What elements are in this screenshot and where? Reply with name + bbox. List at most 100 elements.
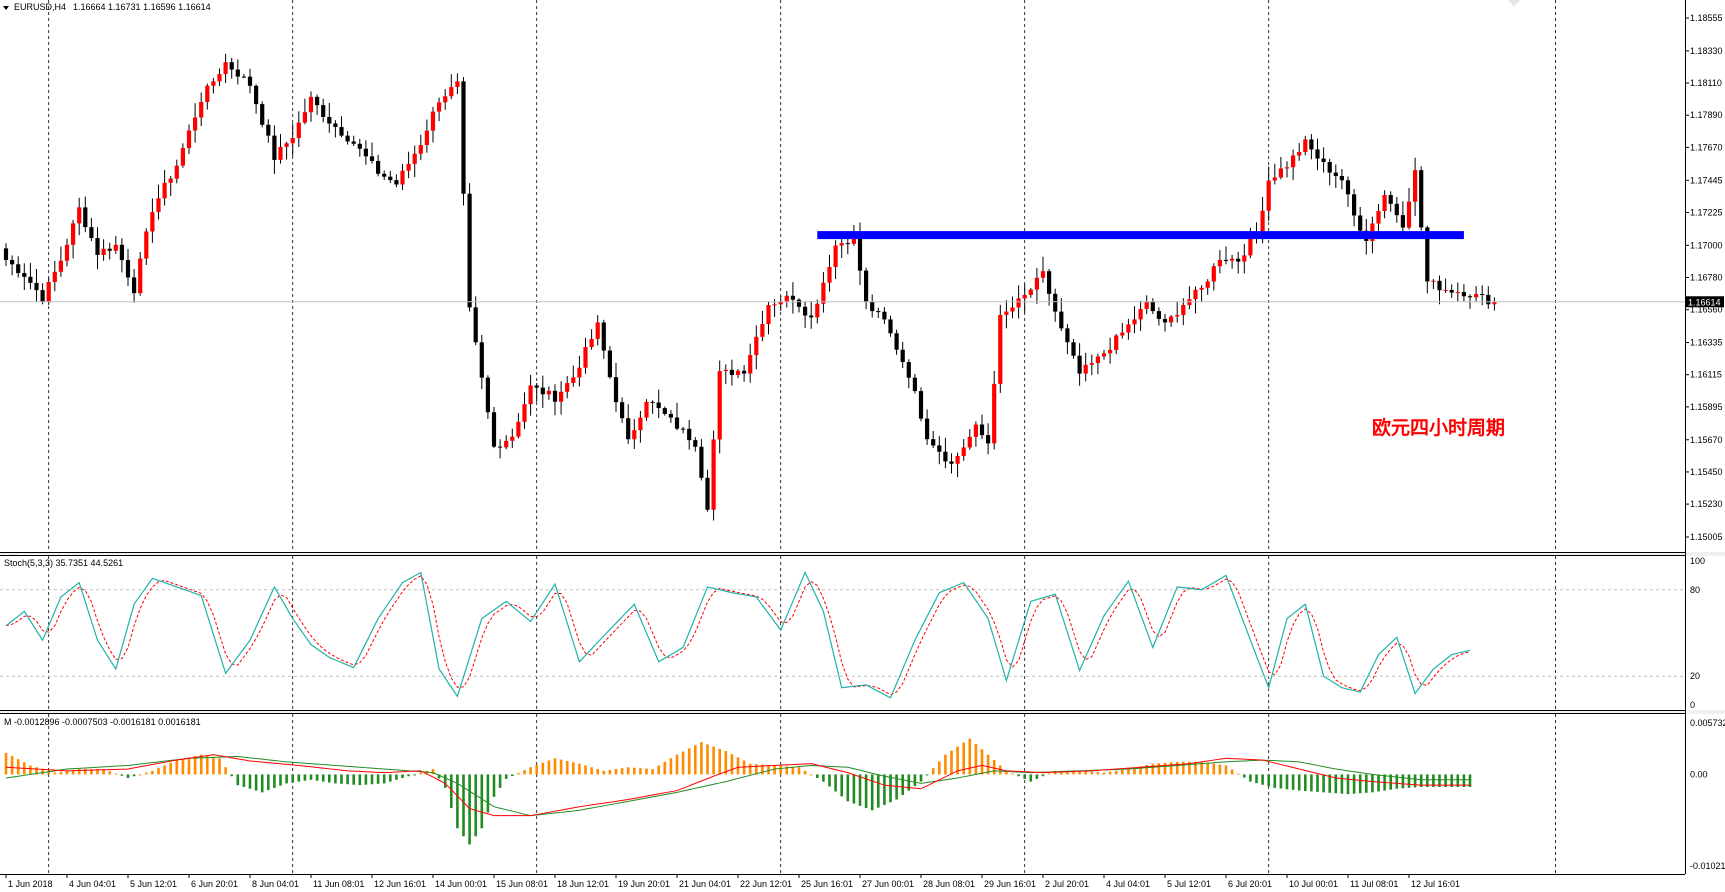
macd-bar xyxy=(1114,770,1118,775)
price-panel[interactable]: 1.18555 1.18330 1.18110 1.17890 1.17670 1.174… xyxy=(0,0,1724,552)
candle-body xyxy=(278,146,283,160)
candle-body xyxy=(491,412,497,447)
macd-bar xyxy=(687,748,691,775)
macd-bar xyxy=(297,774,301,782)
candle-body xyxy=(735,370,741,375)
macd-bar xyxy=(248,774,252,789)
scroll-marker-icon[interactable] xyxy=(1508,0,1520,7)
stochastic-panel[interactable]: 100 80 20 0 Stoch(5,3,3) 35.7351 44.5261 xyxy=(0,556,1705,710)
candle-body xyxy=(1455,292,1460,294)
candle-body xyxy=(516,421,521,437)
macd-bar xyxy=(1432,774,1435,787)
macd-bar xyxy=(1255,774,1258,784)
macd-bar xyxy=(395,774,398,780)
macd-bar xyxy=(242,774,246,787)
macd-bar xyxy=(462,774,465,837)
macd-bar xyxy=(706,744,709,775)
candle-body xyxy=(961,447,966,457)
session-separators xyxy=(48,0,1556,552)
macd-bar xyxy=(1401,774,1405,789)
macd-bar xyxy=(1218,764,1222,775)
candle-body xyxy=(333,123,338,127)
macd-bar xyxy=(816,774,819,779)
macd-bar xyxy=(968,738,972,775)
candle-body xyxy=(144,231,149,259)
macd-bar xyxy=(1072,770,1075,775)
candle-body xyxy=(687,428,692,441)
candle-body xyxy=(1486,294,1491,305)
macd-bar xyxy=(700,742,703,775)
macd-bar xyxy=(157,768,160,775)
candle-body xyxy=(723,369,728,372)
macd-bar xyxy=(1468,774,1472,787)
candle-body xyxy=(28,276,33,283)
candle-body xyxy=(1248,238,1253,256)
macd-bar xyxy=(669,758,673,775)
stoch-axis: 100 80 20 0 xyxy=(1690,556,1705,710)
candle-body xyxy=(101,248,106,255)
macd-bar xyxy=(883,774,886,805)
candle-body xyxy=(906,362,911,378)
candle-body xyxy=(1480,294,1485,296)
panel-separator[interactable] xyxy=(0,552,1725,556)
macd-bar xyxy=(437,774,441,779)
macd-bar xyxy=(828,774,831,787)
chart-menu-arrow-icon[interactable] xyxy=(3,6,9,10)
macd-bar xyxy=(584,765,587,775)
candle-body xyxy=(559,391,564,402)
macd-bar xyxy=(1145,764,1148,775)
macd-bar xyxy=(315,774,319,781)
macd-bar xyxy=(285,774,288,784)
macd-bar xyxy=(1096,772,1100,775)
macd-bar xyxy=(1291,774,1295,790)
macd-bar xyxy=(541,762,545,775)
candle-body xyxy=(1010,307,1015,312)
macd-bar xyxy=(553,758,557,775)
candle-body xyxy=(485,377,490,413)
macd-bar xyxy=(529,767,532,775)
price-tick-label: 1.17000 xyxy=(1690,240,1723,250)
candle-body xyxy=(449,87,454,97)
macd-bar xyxy=(755,764,758,775)
candle-body xyxy=(498,446,503,448)
candle-body xyxy=(1303,139,1308,153)
macd-bar xyxy=(279,774,282,786)
macd-bar xyxy=(382,774,386,784)
candle-body xyxy=(790,295,795,300)
candle-body xyxy=(174,165,179,179)
macd-bar xyxy=(145,772,148,775)
macd-bar xyxy=(334,774,337,784)
candle-body xyxy=(998,314,1003,384)
macd-panel[interactable]: 0.005732 0.00 -0.01021 M -0.0012896 -0.000… xyxy=(4,714,1725,874)
panel-separator[interactable] xyxy=(0,710,1725,714)
macd-bar xyxy=(468,774,471,845)
candle-body xyxy=(1291,155,1296,168)
time-tick-label: 22 Jun 12:01 xyxy=(740,879,792,889)
candle-body xyxy=(1065,328,1070,343)
macd-bar xyxy=(992,760,996,775)
macd-bar xyxy=(840,774,843,797)
macd-bar xyxy=(230,774,233,777)
current-price-label: 1.16614 xyxy=(1688,297,1721,307)
candle-body xyxy=(46,281,51,302)
macd-bar xyxy=(907,774,911,791)
macd-bar xyxy=(620,768,624,775)
macd-bar xyxy=(1212,763,1216,775)
macd-bar xyxy=(645,768,648,775)
macd-bar xyxy=(773,765,776,775)
candle-body xyxy=(321,105,326,117)
chart-header: EURUSD,H4 1.16664 1.16731 1.16596 1.1661… xyxy=(3,2,211,12)
candle-body xyxy=(1260,210,1265,234)
time-tick-label: 1 Jun 2018 xyxy=(8,879,53,889)
candle-body xyxy=(510,436,515,441)
macd-bar xyxy=(346,774,349,785)
candle-body xyxy=(1053,293,1058,312)
candle-body xyxy=(1413,170,1418,202)
candle-body xyxy=(870,301,875,312)
macd-bar xyxy=(1426,774,1429,787)
candle-body xyxy=(16,264,21,274)
macd-bar xyxy=(108,771,111,775)
stoch-tick-label: 80 xyxy=(1690,585,1700,595)
macd-bar xyxy=(41,769,44,775)
